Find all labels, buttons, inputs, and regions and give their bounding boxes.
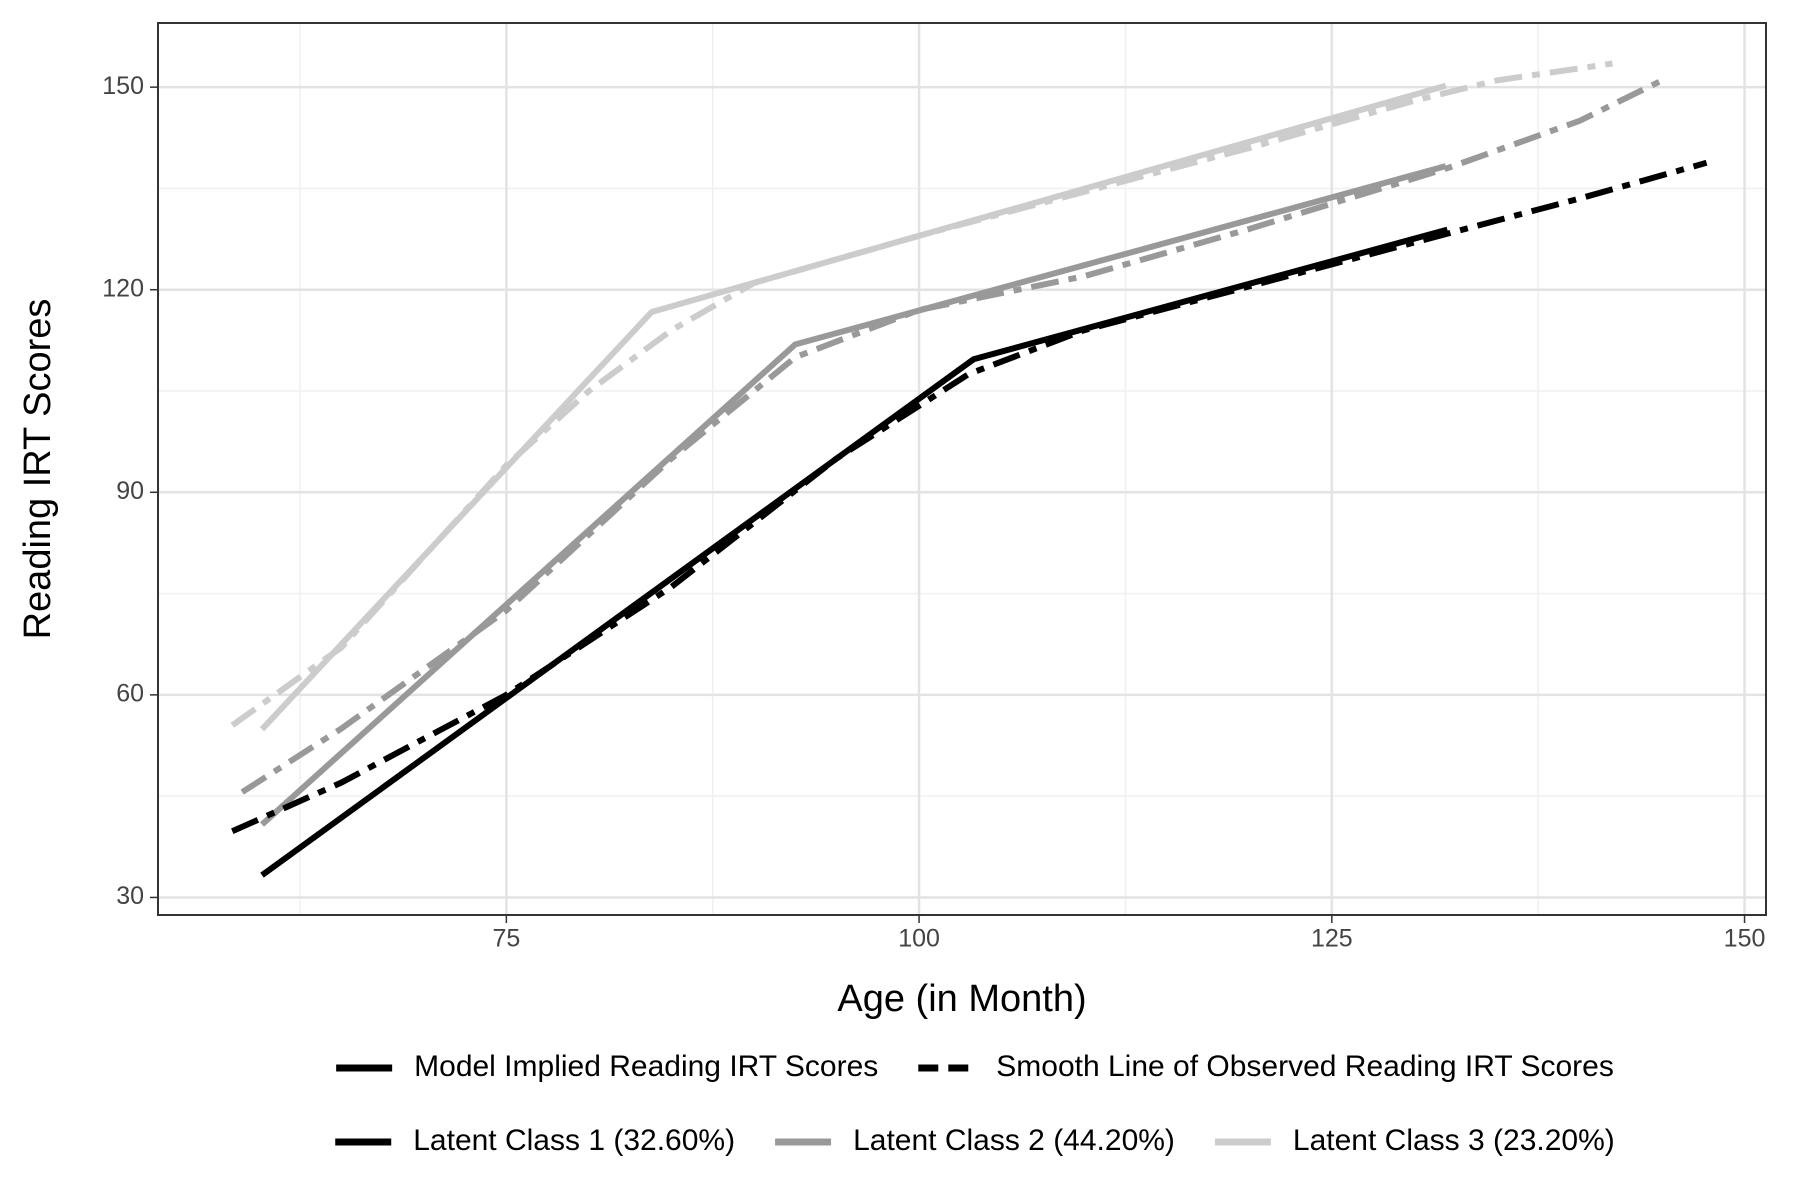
legend-row: Latent Class 1 (32.60%) Latent Class 2 (4… [335, 1124, 1615, 1157]
legend-row: Model Implied Reading IRT Scores Smooth L… [336, 1050, 1614, 1083]
series-line [260, 163, 1447, 827]
x-axis-title: Age (in Month) [837, 978, 1086, 1020]
series-line [259, 82, 1447, 732]
y-tick-label: 60 [116, 679, 144, 707]
legend-label: Model Implied Reading IRT Scores [414, 1050, 878, 1083]
legend-label: Latent Class 3 (23.20%) [1293, 1124, 1615, 1157]
legend-label: Latent Class 2 (44.20%) [853, 1124, 1175, 1157]
x-tick-label: 100 [898, 925, 940, 953]
x-tick-label: 75 [492, 925, 520, 953]
legend-label: Smooth Line of Observed Reading IRT Scor… [996, 1050, 1614, 1083]
legend-label: Latent Class 1 (32.60%) [413, 1124, 735, 1157]
series-line [260, 226, 1449, 878]
y-tick-label: 30 [116, 882, 144, 910]
x-tick-label: 125 [1311, 925, 1353, 953]
series-line [231, 159, 1708, 835]
y-tick-label: 120 [102, 274, 144, 302]
y-tick-label: 90 [116, 477, 144, 505]
y-axis-title: Reading IRT Scores [17, 299, 59, 640]
plot-border [157, 22, 1767, 916]
y-tick-label: 150 [102, 72, 144, 100]
x-tick-label: 150 [1724, 925, 1766, 953]
